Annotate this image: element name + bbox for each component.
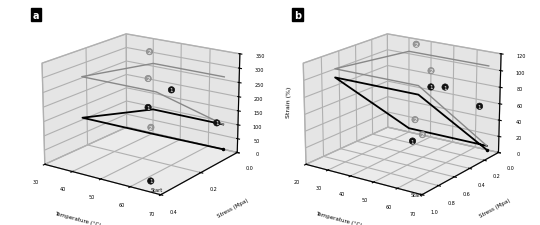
Y-axis label: Stress (Mpa): Stress (Mpa) (478, 198, 511, 218)
X-axis label: Temperature (°C): Temperature (°C) (53, 210, 101, 225)
X-axis label: Temperature (°C): Temperature (°C) (315, 210, 362, 225)
Y-axis label: Stress (Mpa): Stress (Mpa) (217, 198, 249, 218)
Text: a: a (33, 11, 39, 21)
Text: b: b (294, 11, 301, 21)
